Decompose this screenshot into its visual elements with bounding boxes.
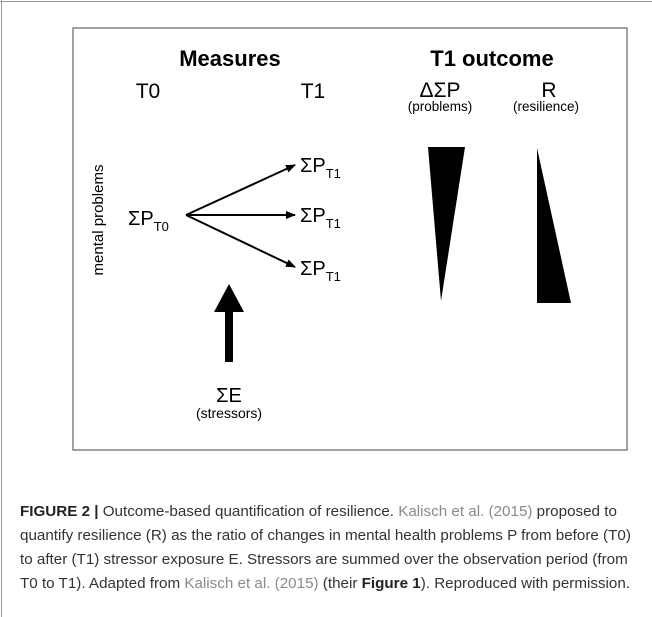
e-sub: (stressors): [196, 405, 262, 421]
p-t1: ΣPT1: [300, 155, 341, 181]
caption-text: ). Reproduced with permission.: [420, 575, 631, 592]
symbol: ΣP: [300, 155, 326, 177]
arrow: [185, 214, 296, 268]
stressor-arrow-head: [214, 284, 244, 312]
caption-text: (their: [318, 575, 362, 592]
p-t1: ΣPT1: [300, 258, 341, 284]
citation-link[interactable]: Kalisch et al. (2015): [398, 503, 533, 520]
symbol: ΣP: [300, 205, 326, 227]
subscript: T1: [326, 166, 341, 181]
y-label: mental problems: [90, 165, 107, 276]
delta-wedge: [428, 147, 465, 301]
p-t1: ΣPT1: [300, 205, 341, 231]
subscript: T1: [326, 269, 341, 284]
panel-box: [72, 27, 628, 451]
subscript: T0: [154, 219, 169, 234]
stressor-arrow-shaft: [225, 310, 233, 362]
resilience-wedge: [537, 148, 571, 303]
symbol: ΣP: [128, 208, 154, 230]
outcome-sub: (problems): [408, 99, 473, 114]
outcome-label: R: [541, 79, 556, 102]
caption-text: Outcome-based quantification of resilien…: [98, 503, 399, 520]
citation-link[interactable]: Kalisch et al. (2015): [184, 575, 319, 592]
arrow: [185, 164, 296, 216]
caption: FIGURE 2 | Outcome-based quantification …: [20, 500, 638, 596]
caption-text: proposed to quantify resilience (R) as t…: [20, 503, 631, 592]
p-t0: ΣPT0: [128, 208, 169, 234]
heading: Measures: [179, 46, 281, 71]
caption-text: Figure 1: [361, 575, 421, 592]
symbol: ΣP: [300, 258, 326, 280]
outcome-label: ΔΣP: [419, 79, 460, 102]
caption-text: FIGURE 2 |: [20, 503, 99, 520]
outcome-sub: (resilience): [513, 99, 579, 114]
subscript: T1: [326, 216, 341, 231]
time-label: T1: [301, 80, 326, 103]
heading: T1 outcome: [430, 46, 553, 71]
e-label: ΣE: [216, 385, 242, 407]
time-label: T0: [136, 80, 161, 103]
